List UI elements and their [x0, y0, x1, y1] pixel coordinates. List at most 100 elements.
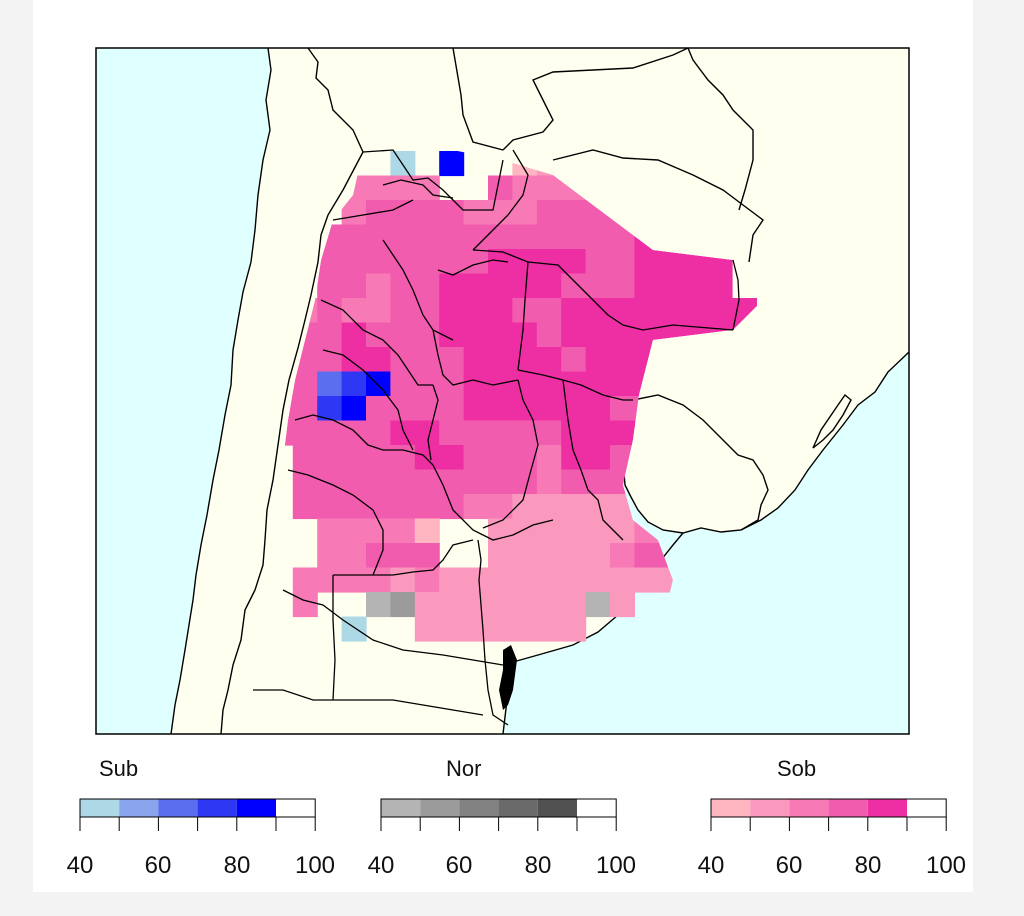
- province-border: [482, 379, 539, 529]
- map-cell: [390, 469, 416, 495]
- province-border: [282, 589, 504, 666]
- map-cell: [610, 567, 635, 593]
- map-cell: [366, 347, 391, 373]
- province-border: [517, 369, 633, 401]
- legends: [79, 798, 947, 831]
- map-cell: [317, 543, 343, 569]
- legend-sub-tick: 60: [144, 852, 172, 879]
- map-frame: [95, 47, 910, 735]
- map-cell: [390, 494, 416, 520]
- map-cell: [536, 494, 562, 520]
- map-cell: [439, 224, 465, 250]
- country-border: [812, 393, 852, 449]
- map-cell: [683, 298, 709, 324]
- map-cell: [561, 420, 587, 446]
- map-cell: [512, 616, 538, 642]
- map-cell: [585, 592, 611, 618]
- map-cell: [488, 396, 513, 422]
- map-cell: [463, 567, 489, 593]
- map-cell: [366, 298, 391, 324]
- map-cell: [512, 371, 538, 397]
- map-cell: [341, 273, 367, 299]
- legend-nor-tick: 100: [595, 852, 637, 879]
- map-cell: [610, 347, 635, 373]
- map-cell: [341, 396, 367, 422]
- map-cell: [488, 298, 513, 324]
- legend-sub-swatch: [119, 799, 159, 817]
- legend-title-sob: Sob: [777, 756, 817, 781]
- map-cell: [561, 322, 587, 348]
- map-figure: [79, 47, 947, 831]
- country-border: [170, 47, 272, 735]
- map-cell: [439, 567, 465, 593]
- map-cell: [536, 371, 562, 397]
- map-cell: [390, 322, 416, 348]
- atlantic-ocean: [503, 352, 909, 734]
- map-cell: [536, 592, 562, 618]
- map-cell: [610, 371, 635, 397]
- map-cell: [341, 445, 367, 471]
- map-cell: [317, 322, 343, 348]
- map-cell: [439, 445, 465, 471]
- map-cell: [488, 347, 513, 373]
- map-cell: [512, 249, 538, 275]
- map-cell: [561, 567, 587, 593]
- map-cell: [390, 518, 416, 544]
- map-cell: [463, 322, 489, 348]
- map-cell: [463, 200, 489, 226]
- map-cell: [536, 298, 562, 324]
- map-cell: [439, 249, 465, 275]
- map-cell: [463, 396, 489, 422]
- map-cell: [439, 273, 465, 299]
- map-cell: [439, 592, 465, 618]
- map-cell: [488, 469, 513, 495]
- map-cell: [536, 616, 562, 642]
- map-cell: [463, 298, 489, 324]
- map-cell: [463, 469, 489, 495]
- map-cell: [390, 567, 416, 593]
- map-cell: [439, 151, 465, 177]
- map-cell: [536, 347, 562, 373]
- map-cell: [488, 420, 513, 446]
- map-cell: [488, 322, 513, 348]
- country-border: [307, 47, 364, 153]
- map-cell: [317, 420, 343, 446]
- map-cell: [292, 494, 318, 520]
- province-borders: [253, 149, 740, 726]
- map-cell: [414, 249, 440, 275]
- map-cell: [536, 224, 562, 250]
- legend-sub-swatch: [197, 799, 237, 817]
- map-cell: [341, 322, 367, 348]
- map-cell: [610, 420, 635, 446]
- province-border: [332, 199, 414, 221]
- map-cell: [634, 543, 660, 569]
- map-cell: [488, 445, 513, 471]
- country-border: [220, 151, 364, 735]
- map-cell: [341, 298, 367, 324]
- map-cell: [366, 420, 391, 446]
- map-cell: [561, 273, 587, 299]
- map-cell: [414, 494, 440, 520]
- map-cell: [366, 175, 391, 201]
- map-cell: [488, 224, 513, 250]
- map-cell: [341, 567, 367, 593]
- map-cell: [317, 469, 343, 495]
- province-border: [732, 259, 740, 331]
- legend-sub-swatch: [80, 799, 120, 817]
- map-cell: [414, 273, 440, 299]
- map-cell: [610, 273, 635, 299]
- map-cell: [366, 396, 391, 422]
- map-cell: [536, 396, 562, 422]
- map-cell: [512, 322, 538, 348]
- map-cell: [341, 469, 367, 495]
- map-cell: [585, 543, 611, 569]
- province-border: [477, 539, 509, 726]
- map-cell: [561, 249, 587, 275]
- map-cell: [292, 592, 318, 618]
- map-cell: [512, 518, 538, 544]
- map-cell: [366, 249, 391, 275]
- map-cell: [463, 347, 489, 373]
- map-cell: [536, 469, 562, 495]
- legend-nor-tick: 60: [445, 852, 473, 879]
- map-cell: [585, 420, 611, 446]
